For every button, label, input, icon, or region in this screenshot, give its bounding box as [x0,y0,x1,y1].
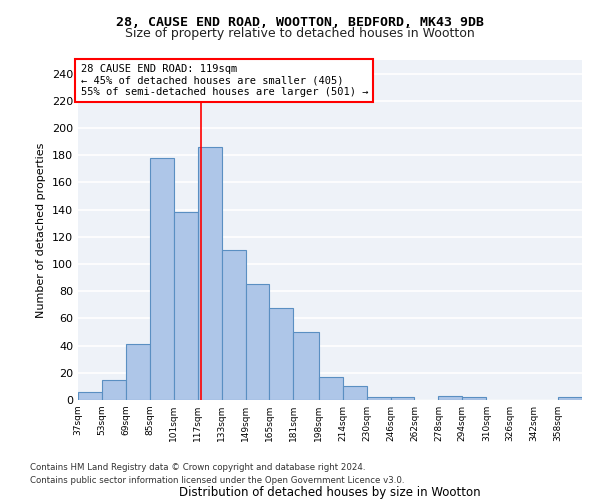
Bar [269,308,293,400]
Bar [197,147,221,400]
Bar [343,386,367,400]
Bar [293,332,319,400]
Bar [102,380,126,400]
Bar [439,396,463,400]
Bar [463,398,486,400]
Bar [367,398,391,400]
Bar [319,377,343,400]
Text: 28, CAUSE END ROAD, WOOTTON, BEDFORD, MK43 9DB: 28, CAUSE END ROAD, WOOTTON, BEDFORD, MK… [116,16,484,29]
Text: Size of property relative to detached houses in Wootton: Size of property relative to detached ho… [125,28,475,40]
Bar [126,344,150,400]
Text: 28 CAUSE END ROAD: 119sqm
← 45% of detached houses are smaller (405)
55% of semi: 28 CAUSE END ROAD: 119sqm ← 45% of detac… [80,64,368,98]
Bar [221,250,245,400]
X-axis label: Distribution of detached houses by size in Wootton: Distribution of detached houses by size … [179,486,481,498]
Bar [78,392,102,400]
Bar [558,398,582,400]
Bar [150,158,174,400]
Text: Contains public sector information licensed under the Open Government Licence v3: Contains public sector information licen… [30,476,404,485]
Bar [174,212,197,400]
Y-axis label: Number of detached properties: Number of detached properties [37,142,46,318]
Text: Contains HM Land Registry data © Crown copyright and database right 2024.: Contains HM Land Registry data © Crown c… [30,464,365,472]
Bar [245,284,269,400]
Bar [391,398,415,400]
